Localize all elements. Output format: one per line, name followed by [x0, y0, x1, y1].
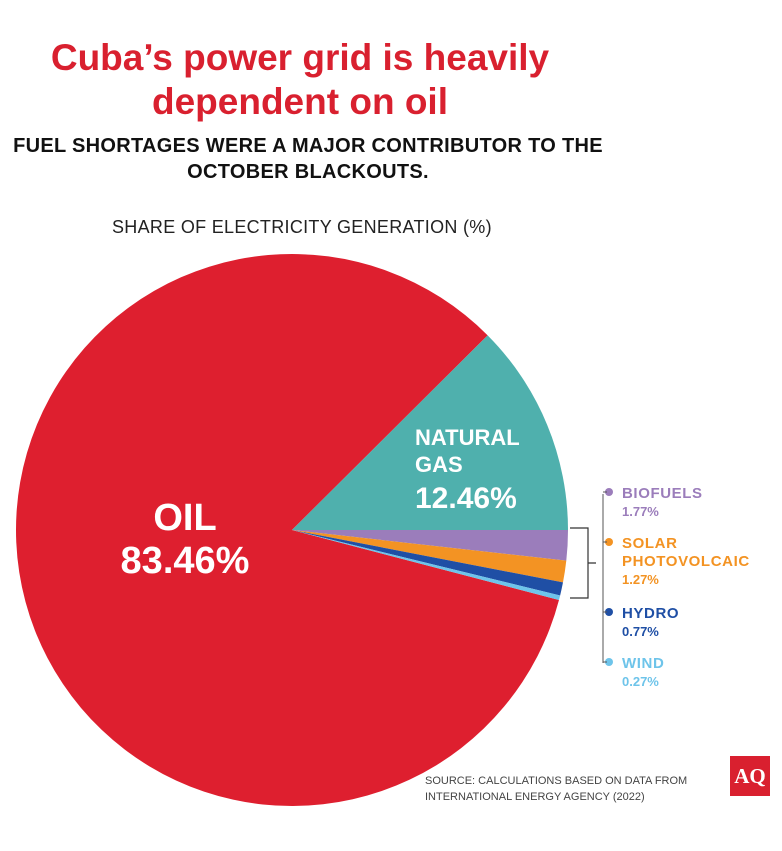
chart-subtitle: FUEL SHORTAGES WERE A MAJOR CONTRIBUTOR …: [13, 135, 603, 183]
pie-slice-wind: [292, 530, 561, 600]
natural-gas-label-line1: NATURAL: [415, 425, 520, 450]
source-line-1: SOURCE: CALCULATIONS BASED ON DATA FROM: [425, 775, 688, 787]
legend-dot-hydro: [605, 608, 613, 616]
legend-label-biofuels: BIOFUELS: [622, 485, 703, 502]
source-line-2: INTERNATIONAL ENERGY AGENCY (2022): [425, 791, 645, 803]
source-note: SOURCE: CALCULATIONS BASED ON DATA FROM …: [425, 773, 725, 805]
chart-title: Cuba’s power grid is heavily dependent o…: [50, 37, 550, 122]
legend-dot-wind: [605, 658, 613, 666]
pie-slice-natural-gas: [292, 335, 568, 530]
legend-value-solar-photovolcaic: 1.27%: [622, 572, 659, 587]
natural-gas-label-line2: GAS: [415, 452, 463, 477]
legend-dot-solar-photovolcaic: [605, 538, 613, 546]
oil-value: 83.46%: [121, 540, 250, 582]
legend-label-solar-photovolcaic-1: SOLAR: [622, 535, 678, 552]
legend-value-biofuels: 1.77%: [622, 504, 659, 519]
natural-gas-value: 12.46%: [415, 482, 517, 515]
oil-label: OIL: [153, 497, 216, 539]
aq-logo: AQ: [730, 756, 770, 796]
pie-slice-solar-photovolcaic: [292, 530, 567, 583]
legend-value-wind: 0.27%: [622, 674, 659, 689]
legend-value-hydro: 0.77%: [622, 624, 659, 639]
pie-slice-hydro: [292, 530, 563, 596]
legend-dot-biofuels: [605, 488, 613, 496]
legend-label-wind: WIND: [622, 655, 664, 672]
legend-label-solar-photovolcaic-2: PHOTOVOLCAIC: [622, 553, 750, 570]
pie-slice-oil: [15, 254, 559, 807]
pie-slices: [15, 254, 568, 807]
pie-slice-biofuels: [292, 530, 568, 561]
legend-label-hydro: HYDRO: [622, 605, 679, 622]
chart-heading: SHARE OF ELECTRICITY GENERATION (%): [112, 217, 492, 237]
legend-bracket: [570, 527, 596, 599]
